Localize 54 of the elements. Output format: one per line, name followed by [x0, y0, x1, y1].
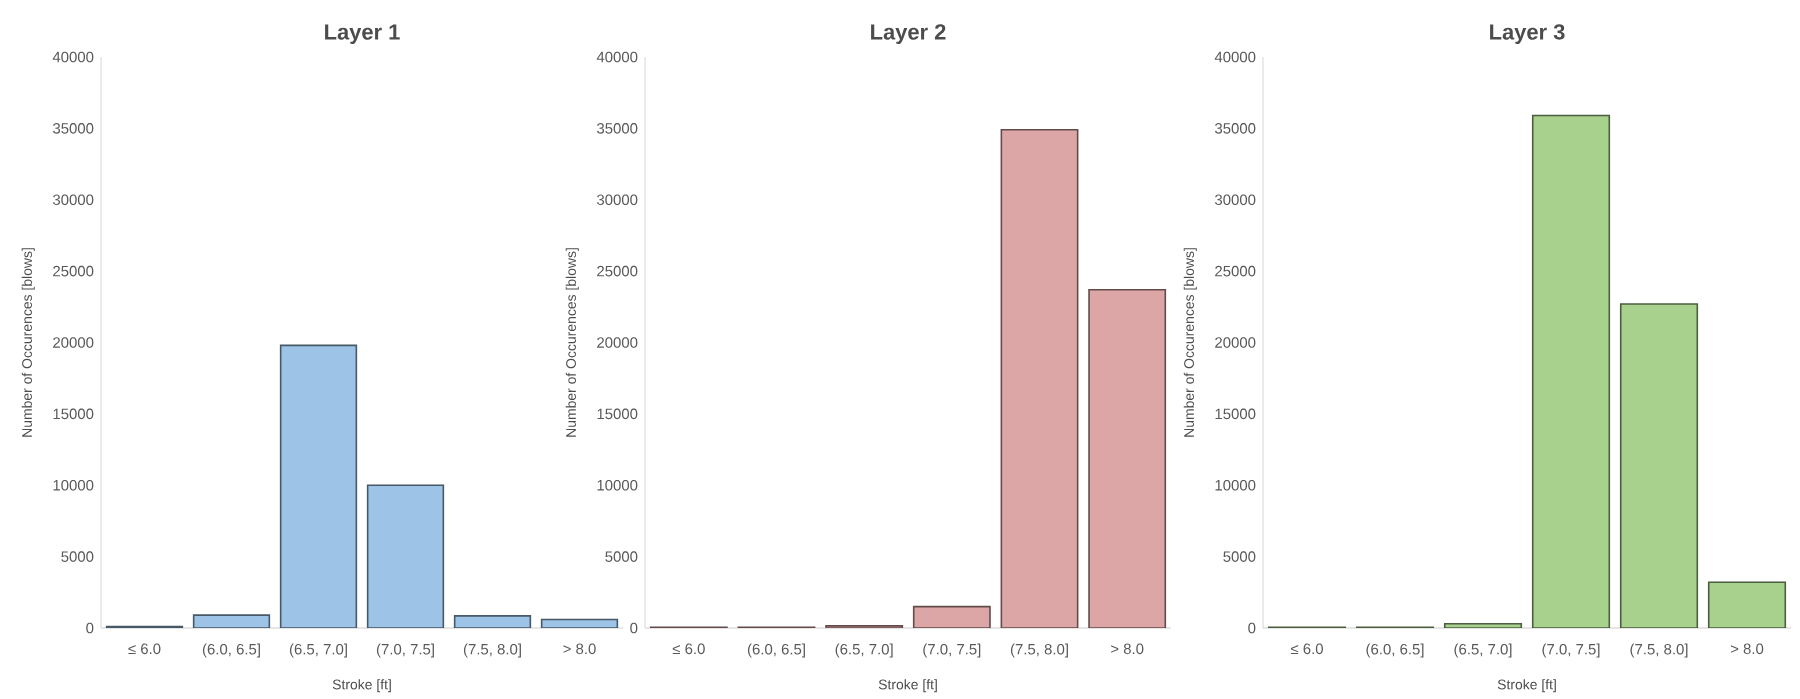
y-tick-label: 30000 [596, 194, 638, 206]
x-tick-label: > 8.0 [563, 643, 596, 655]
y-tick-label: 35000 [1214, 123, 1256, 134]
y-tick-label: 5000 [1223, 551, 1256, 562]
y-axis-title: Number of Occurences [blows] [565, 248, 579, 437]
y-tick-label: 15000 [597, 408, 638, 420]
y-tick-label: 25000 [53, 265, 94, 277]
x-axis-title: Stroke [ft] [332, 679, 391, 693]
y-tick-label: 25000 [1215, 265, 1256, 277]
x-tick-label: ≤ 6.0 [672, 643, 705, 655]
x-tick-label: (6.0, 6.5] [1366, 643, 1424, 658]
chart-title: Layer 2 [871, 24, 946, 44]
x-tick-label: (6.5, 7.0] [289, 643, 347, 658]
y-tick-label: 10000 [597, 479, 638, 491]
y-tick-label: 0 [630, 622, 638, 634]
chart-title: Layer 3 [1490, 24, 1565, 44]
x-tick-label: > 8.0 [1730, 643, 1764, 655]
x-tick-label: (6.5, 7.0] [835, 643, 893, 658]
y-tick-label: 20000 [597, 337, 638, 348]
y-tick-label: 15000 [53, 408, 94, 420]
y-tick-label: 35000 [596, 123, 638, 134]
x-axis-title: Stroke [ft] [1497, 679, 1556, 693]
x-tick-label: ≤ 6.0 [128, 643, 161, 655]
y-tick-label: 15000 [1215, 408, 1256, 420]
y-tick-label: 40000 [1214, 51, 1256, 63]
y-tick-label: 30000 [52, 194, 94, 206]
x-tick-label: ≤ 6.0 [1290, 643, 1323, 655]
y-tick-label: 35000 [52, 123, 94, 134]
x-tick-label: (7.0, 7.5] [1542, 643, 1600, 658]
x-tick-label: (7.5, 8.0] [1630, 643, 1688, 658]
y-tick-label: 40000 [52, 51, 94, 63]
x-tick-label: (7.0, 7.5] [923, 643, 981, 658]
x-tick-label: (7.0, 7.5] [376, 643, 434, 658]
x-tick-label: (6.5, 7.0] [1454, 643, 1512, 658]
y-tick-label: 5000 [605, 551, 638, 562]
x-tick-label: (7.5, 8.0] [1010, 643, 1068, 658]
y-tick-label: 20000 [53, 337, 94, 348]
x-tick-label: (6.0, 6.5] [747, 643, 805, 658]
y-tick-label: 10000 [53, 479, 94, 491]
x-tick-label: (7.5, 8.0] [463, 643, 521, 658]
y-tick-label: 40000 [596, 51, 638, 63]
chart-title: Layer 1 [325, 24, 400, 44]
y-tick-label: 30000 [1214, 194, 1256, 206]
x-tick-label: > 8.0 [1111, 643, 1144, 655]
y-tick-label: 10000 [1215, 479, 1256, 491]
x-axis-title: Stroke [ft] [878, 679, 937, 693]
y-tick-label: 0 [86, 622, 94, 634]
y-axis-title: Number of Occurences [blows] [1183, 248, 1197, 437]
y-tick-label: 0 [1248, 622, 1256, 634]
y-tick-label: 25000 [597, 265, 638, 277]
y-tick-label: 20000 [1215, 337, 1256, 348]
y-axis-title: Number of Occurences [blows] [21, 248, 35, 437]
y-tick-label: 5000 [61, 551, 94, 562]
x-tick-label: (6.0, 6.5] [202, 643, 260, 658]
